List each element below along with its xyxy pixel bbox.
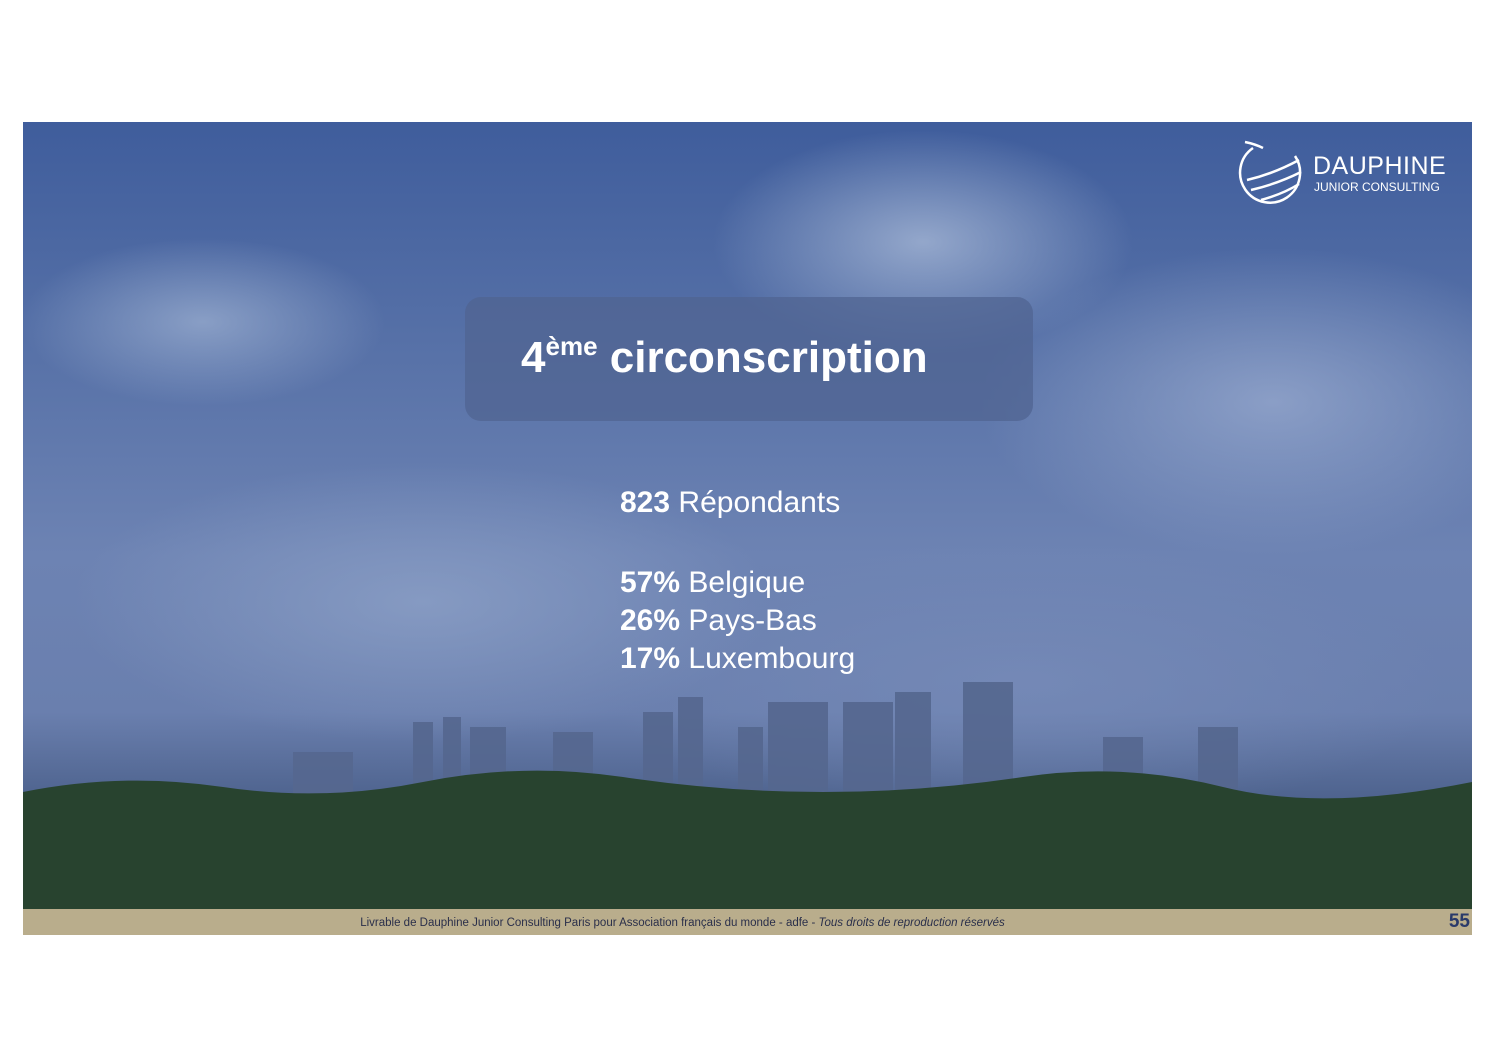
slide-title: 4ème circonscription	[521, 331, 928, 382]
country-stat: 57% Belgique	[620, 566, 806, 599]
globe-logo-icon	[1238, 140, 1302, 204]
page-number: 55	[1448, 911, 1470, 932]
footer-text: Livrable de Dauphine Junior Consulting P…	[360, 917, 1005, 929]
respondents-stat: 823 Répondants	[620, 486, 841, 519]
slide: DAUPHINE JUNIOR CONSULTING 4ème circonsc…	[23, 122, 1472, 935]
footer: Livrable de Dauphine Junior Consulting P…	[23, 909, 1472, 935]
country-stat: 26% Pays-Bas	[620, 604, 817, 637]
logo-subtitle: JUNIOR CONSULTING	[1314, 180, 1440, 194]
country-stat: 17% Luxembourg	[620, 642, 856, 675]
dauphine-logo: DAUPHINE JUNIOR CONSULTING	[1233, 136, 1463, 216]
city-skyline-image	[23, 682, 1472, 912]
logo-name: DAUPHINE	[1313, 152, 1447, 180]
stats-list: 823 Répondants 57% Belgique 26% Pays-Bas…	[620, 484, 855, 678]
title-box: 4ème circonscription	[465, 297, 1033, 421]
